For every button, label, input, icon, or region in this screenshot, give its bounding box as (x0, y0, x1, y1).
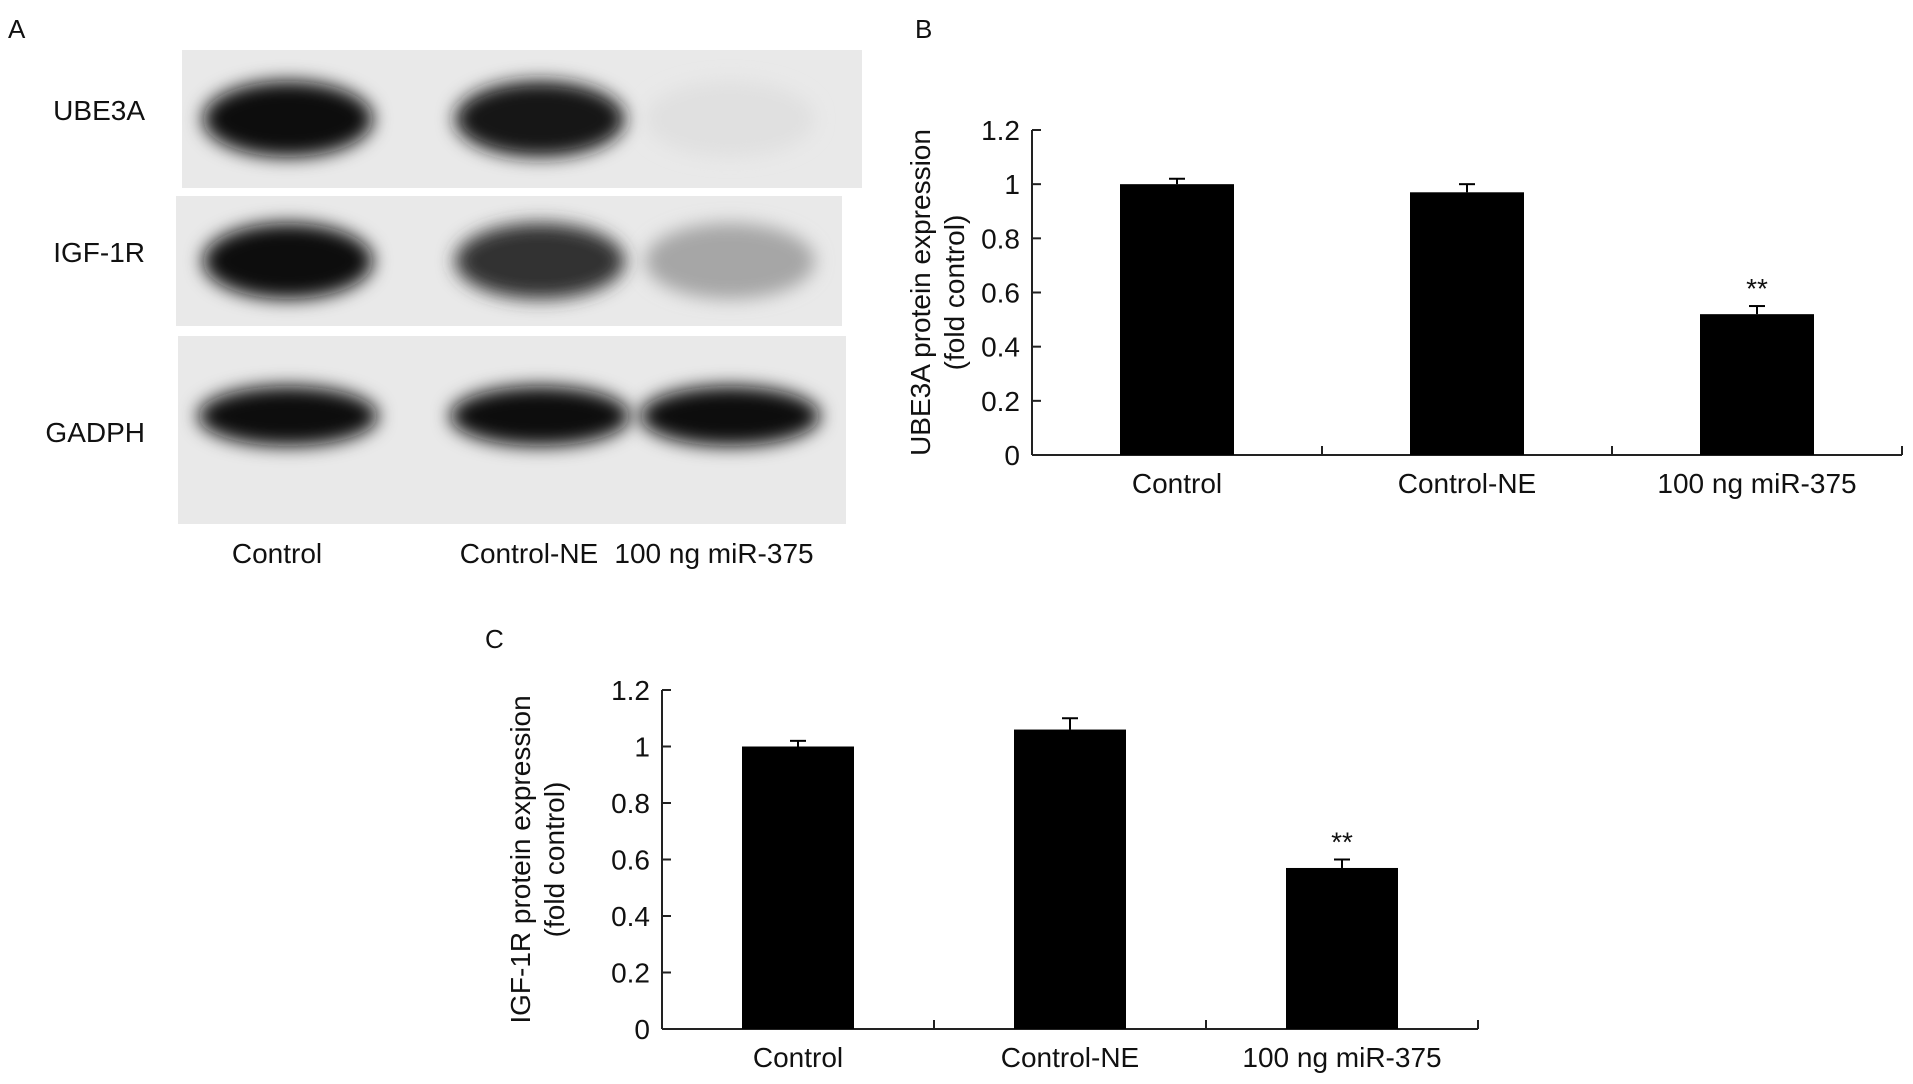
x-tick-label: Control-NE (1001, 1042, 1139, 1073)
blot-lane-label: Control-NE (460, 538, 598, 569)
blot-lane-label: 100 ng miR-375 (614, 538, 813, 569)
significance-marker: ** (1331, 827, 1353, 858)
blot-band (198, 386, 378, 446)
chart-igf1r: 0 0.2 0.4 0.6 0.8 1 1.2 Control Control-NE 100 ng… (505, 675, 1479, 1073)
y-tick-label: 0.6 (981, 278, 1020, 309)
blot-band (455, 81, 625, 157)
blot-band (203, 223, 373, 299)
y-axis-label: UBE3A protein expression (fold control) (905, 129, 970, 456)
blot-band (203, 81, 373, 157)
y-tick-label: 0 (634, 1014, 650, 1045)
y-tick-label: 0.8 (611, 788, 650, 819)
y-tick-label: 0.2 (611, 958, 650, 989)
blot-band (640, 386, 820, 446)
blot-band (645, 81, 815, 157)
panel-a: A UBE3A IGF-1R GADPH Control Control-NE 100 n… (8, 14, 862, 569)
x-tick-label: 100 ng miR-375 (1242, 1042, 1441, 1073)
y-tick-label: 1 (1004, 169, 1020, 200)
y-tick-label: 0 (1004, 440, 1020, 471)
bar (1410, 192, 1524, 455)
y-tick-label: 1 (634, 732, 650, 763)
x-tick-label: Control (753, 1042, 843, 1073)
y-tick-label: 0.2 (981, 386, 1020, 417)
blot-band (455, 223, 625, 299)
panel-c-letter: C (485, 624, 504, 654)
y-tick-label: 0.6 (611, 845, 650, 876)
bar (1014, 729, 1126, 1029)
panel-a-letter: A (8, 14, 26, 44)
y-tick-label: 0.4 (981, 332, 1020, 363)
x-tick-label: 100 ng miR-375 (1657, 468, 1856, 499)
y-tick-label: 1.2 (611, 675, 650, 706)
y-tick-label: 0.4 (611, 901, 650, 932)
bar (1120, 184, 1234, 455)
panel-c: C 0 0.2 0.4 0.6 0.8 1 1.2 Control Control-NE 100 … (485, 624, 1479, 1073)
blot-row-label: GADPH (45, 417, 145, 448)
x-tick-label: Control-NE (1398, 468, 1536, 499)
panel-b-letter: B (915, 14, 932, 44)
blot-row-label: UBE3A (53, 95, 145, 126)
chart-ube3a: 0 0.2 0.4 0.6 0.8 1 1.2 Control Control-NE 100 ng… (905, 115, 1903, 499)
bar (1700, 314, 1814, 455)
bar (1286, 867, 1398, 1029)
blot-row-label: IGF-1R (53, 237, 145, 268)
x-tick-label: Control (1132, 468, 1222, 499)
y-tick-label: 1.2 (981, 115, 1020, 146)
blot-lane-label: Control (232, 538, 322, 569)
y-tick-label: 0.8 (981, 223, 1020, 254)
blot-band (450, 386, 630, 446)
significance-marker: ** (1746, 273, 1768, 304)
panel-b: B 0 0.2 0.4 0.6 0.8 1 1.2 Control Control-NE 100 … (905, 14, 1903, 499)
y-axis-label: IGF-1R protein expression (fold control) (505, 695, 570, 1023)
western-blot: UBE3A IGF-1R GADPH Control Control-NE 100 ng … (45, 50, 862, 569)
blot-band (645, 223, 815, 299)
bar (742, 746, 854, 1029)
